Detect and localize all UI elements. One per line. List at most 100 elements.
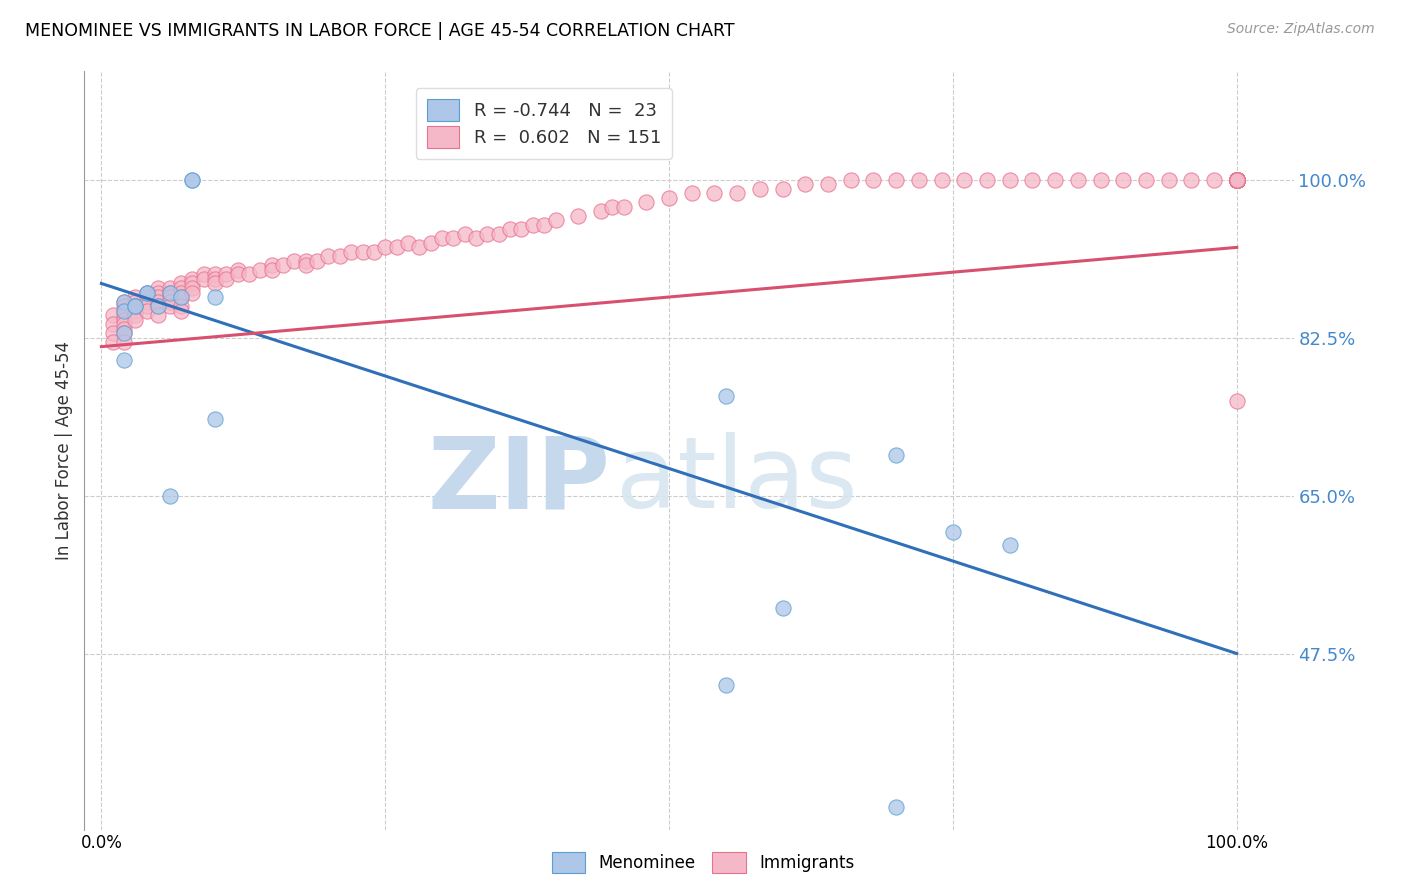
Point	[170, 290, 193, 304]
Point	[159, 299, 181, 313]
Point	[430, 231, 453, 245]
Point	[135, 290, 157, 304]
Point	[714, 389, 737, 403]
Point	[124, 299, 146, 313]
Point	[884, 448, 907, 462]
Point	[112, 294, 135, 309]
Point	[1226, 172, 1249, 186]
Point	[146, 285, 169, 300]
Point	[283, 253, 305, 268]
Point	[170, 285, 193, 300]
Point	[658, 191, 681, 205]
Point	[1043, 172, 1066, 186]
Point	[159, 489, 181, 503]
Point	[839, 172, 862, 186]
Point	[112, 335, 135, 350]
Point	[1226, 172, 1249, 186]
Point	[112, 303, 135, 318]
Point	[1135, 172, 1157, 186]
Point	[204, 290, 226, 304]
Point	[260, 263, 283, 277]
Point	[533, 218, 555, 232]
Point	[1226, 172, 1249, 186]
Point	[1226, 172, 1249, 186]
Point	[146, 308, 169, 322]
Point	[1226, 172, 1249, 186]
Point	[101, 317, 124, 331]
Point	[396, 235, 419, 250]
Point	[1226, 172, 1249, 186]
Point	[146, 294, 169, 309]
Point	[1226, 172, 1249, 186]
Point	[112, 317, 135, 331]
Point	[1226, 172, 1249, 186]
Point	[1226, 172, 1249, 186]
Point	[884, 800, 907, 814]
Point	[181, 172, 204, 186]
Point	[1226, 172, 1249, 186]
Point	[1226, 172, 1249, 186]
Point	[204, 277, 226, 291]
Point	[1226, 172, 1249, 186]
Point	[124, 290, 146, 304]
Point	[942, 524, 965, 539]
Point	[1202, 172, 1225, 186]
Point	[271, 259, 294, 273]
Point	[112, 321, 135, 335]
Point	[124, 303, 146, 318]
Point	[159, 285, 181, 300]
Point	[477, 227, 499, 241]
Point	[226, 268, 249, 282]
Point	[1226, 172, 1249, 186]
Point	[124, 299, 146, 313]
Point	[204, 412, 226, 426]
Point	[1226, 172, 1249, 186]
Point	[170, 303, 193, 318]
Point	[953, 172, 976, 186]
Point	[1112, 172, 1135, 186]
Point	[1226, 172, 1249, 186]
Point	[817, 177, 839, 191]
Point	[352, 244, 374, 259]
Point	[226, 263, 249, 277]
Legend: Menominee, Immigrants: Menominee, Immigrants	[546, 846, 860, 880]
Point	[714, 678, 737, 692]
Point	[613, 200, 636, 214]
Point	[294, 259, 316, 273]
Point	[499, 222, 522, 236]
Point	[193, 268, 215, 282]
Point	[385, 240, 408, 254]
Point	[1226, 172, 1249, 186]
Point	[215, 268, 238, 282]
Point	[884, 172, 907, 186]
Point	[124, 312, 146, 326]
Point	[374, 240, 396, 254]
Point	[1067, 172, 1090, 186]
Point	[170, 281, 193, 295]
Text: Source: ZipAtlas.com: Source: ZipAtlas.com	[1227, 22, 1375, 37]
Point	[260, 259, 283, 273]
Point	[112, 326, 135, 340]
Point	[135, 285, 157, 300]
Point	[725, 186, 748, 201]
Point	[124, 308, 146, 322]
Point	[193, 272, 215, 286]
Point	[112, 299, 135, 313]
Point	[146, 281, 169, 295]
Point	[998, 538, 1021, 552]
Point	[135, 303, 157, 318]
Point	[1226, 172, 1249, 186]
Point	[1226, 172, 1249, 186]
Point	[772, 182, 794, 196]
Legend: R = -0.744   N =  23, R =  0.602   N = 151: R = -0.744 N = 23, R = 0.602 N = 151	[416, 88, 672, 159]
Point	[544, 213, 567, 227]
Point	[101, 326, 124, 340]
Text: ZIP: ZIP	[427, 433, 610, 529]
Point	[181, 172, 204, 186]
Point	[101, 335, 124, 350]
Point	[135, 285, 157, 300]
Text: MENOMINEE VS IMMIGRANTS IN LABOR FORCE | AGE 45-54 CORRELATION CHART: MENOMINEE VS IMMIGRANTS IN LABOR FORCE |…	[25, 22, 735, 40]
Point	[170, 299, 193, 313]
Point	[1180, 172, 1202, 186]
Point	[1226, 172, 1249, 186]
